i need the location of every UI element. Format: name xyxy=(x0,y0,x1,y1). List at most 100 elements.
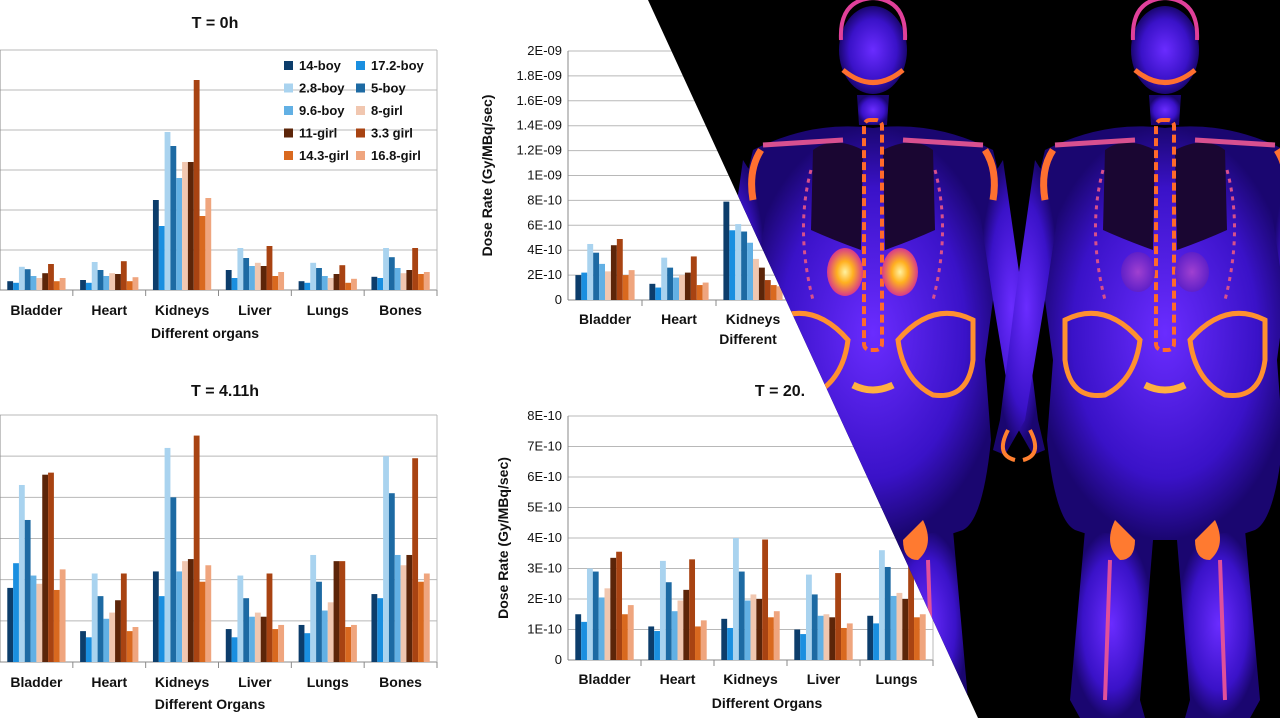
x-axis-label: Different Organs xyxy=(155,696,266,712)
y-tick-label: 1.2E-09 xyxy=(516,143,562,158)
x-tick-label: Lungs xyxy=(876,671,918,687)
y-tick-label: 1.8E-09 xyxy=(516,68,562,83)
legend-label: 2.8-boy xyxy=(299,81,345,96)
x-axis-label: Different xyxy=(719,331,777,347)
bar-9-6-boy xyxy=(321,276,328,290)
bar-14-boy xyxy=(721,618,728,660)
y-tick-label: 1.4E-09 xyxy=(516,118,562,133)
bar-2-8-boy xyxy=(164,447,171,662)
bar-9-6-boy xyxy=(249,266,255,290)
legend-label: 8-girl xyxy=(371,103,403,118)
bar-8-girl xyxy=(604,588,611,660)
bar-5-boy xyxy=(97,596,104,662)
bar-14-boy xyxy=(225,270,232,290)
bar-16-8-girl xyxy=(702,282,709,300)
bar-11-girl xyxy=(333,274,340,290)
bar-11-girl xyxy=(260,266,267,290)
bar-3-3-girl xyxy=(48,264,54,290)
bar-14-boy xyxy=(648,626,655,660)
bar-14-boy xyxy=(7,281,14,290)
bar-8-girl xyxy=(677,600,684,660)
bar-2-8-boy xyxy=(91,573,98,662)
bar-2-8-boy xyxy=(735,224,742,300)
chart-title: T = 0h xyxy=(192,15,239,32)
legend-swatch xyxy=(284,83,293,93)
bar-9-6-boy xyxy=(249,616,255,662)
bar-17-2-boy xyxy=(13,563,19,662)
bar-14-boy xyxy=(298,624,305,662)
bar-16-8-girl xyxy=(205,565,212,662)
bar-16-8-girl xyxy=(773,611,780,660)
y-tick-label: 2E-10 xyxy=(527,267,562,282)
bar-5-boy xyxy=(24,269,31,290)
bar-16-8-girl xyxy=(132,627,139,662)
bar-16-8-girl xyxy=(628,270,635,300)
x-tick-label: Heart xyxy=(661,311,697,327)
x-tick-label: Kidneys xyxy=(155,674,210,690)
bar-11-girl xyxy=(333,561,340,662)
x-tick-label: Kidneys xyxy=(723,671,778,687)
x-axis-label: Different organs xyxy=(151,325,259,341)
bar-8-girl xyxy=(605,271,611,300)
bar-8-girl xyxy=(36,583,43,662)
bar-17-2-boy xyxy=(581,272,588,300)
bar-17-2-boy xyxy=(85,637,92,662)
y-axis-label: Dose Rate (Gy/MBq/sec) xyxy=(495,457,511,619)
bar-14-3-girl xyxy=(345,627,352,662)
bar-16-8-girl xyxy=(205,198,212,290)
bar-5-boy xyxy=(170,146,177,290)
bar-14-3-girl xyxy=(914,617,920,660)
bar-14-3-girl xyxy=(768,617,774,660)
bar-3-3-girl xyxy=(120,261,127,290)
y-tick-label: 4E-10 xyxy=(527,530,562,545)
bar-11-girl xyxy=(756,599,763,660)
bar-11-girl xyxy=(115,600,121,662)
x-tick-label: Heart xyxy=(660,671,696,687)
x-tick-label: Bladder xyxy=(578,671,631,687)
bar-9-6-boy xyxy=(103,618,110,662)
bar-11-girl xyxy=(683,589,690,660)
y-tick-label: 8E-10 xyxy=(527,192,562,207)
bar-17-2-boy xyxy=(873,623,879,660)
chart-title: T = 20. xyxy=(755,383,805,400)
bar-3-3-girl xyxy=(908,559,915,660)
bar-11-girl xyxy=(187,559,194,662)
bar-9-6-boy xyxy=(321,610,328,662)
bar-3-3-girl xyxy=(762,539,769,660)
bar-8-girl xyxy=(109,612,116,662)
bar-5-boy xyxy=(24,519,31,662)
bar-11-girl xyxy=(115,274,121,290)
y-tick-label: 2E-10 xyxy=(527,591,562,606)
legend-label: 3.3 girl xyxy=(371,126,413,141)
legend-label: 14.3-girl xyxy=(299,148,349,163)
bar-11-girl xyxy=(758,267,765,300)
bar-16-8-girl xyxy=(278,624,285,662)
bar-14-boy xyxy=(723,201,730,300)
legend-swatch xyxy=(356,151,365,160)
x-tick-label: Kidneys xyxy=(155,302,210,318)
bar-17-2-boy xyxy=(581,621,587,660)
bar-3-3-girl xyxy=(266,573,273,662)
bar-2-8-boy xyxy=(732,538,739,660)
bar-14-boy xyxy=(7,587,14,662)
y-tick-label: 8E-10 xyxy=(527,408,562,423)
legend-swatch xyxy=(356,128,365,138)
bar-14-3-girl xyxy=(272,629,279,662)
bar-3-3-girl xyxy=(120,573,127,662)
bar-14-boy xyxy=(575,275,582,300)
bar-8-girl xyxy=(896,592,903,660)
bar-9-6-boy xyxy=(176,571,183,662)
bar-17-2-boy xyxy=(231,278,238,290)
bar-3-3-girl xyxy=(412,458,419,662)
bar-11-girl xyxy=(187,162,194,290)
bar-16-8-girl xyxy=(423,573,430,662)
legend-label: 9.6-boy xyxy=(299,103,345,118)
bar-14-3-girl xyxy=(272,276,279,290)
legend-swatch xyxy=(284,61,293,70)
bar-11-girl xyxy=(610,557,617,660)
bar-8-girl xyxy=(36,278,43,290)
bar-5-boy xyxy=(811,594,818,660)
x-tick-label: Kidneys xyxy=(726,311,781,327)
legend-label: 17.2-boy xyxy=(371,58,425,73)
bar-11-girl xyxy=(902,599,909,660)
